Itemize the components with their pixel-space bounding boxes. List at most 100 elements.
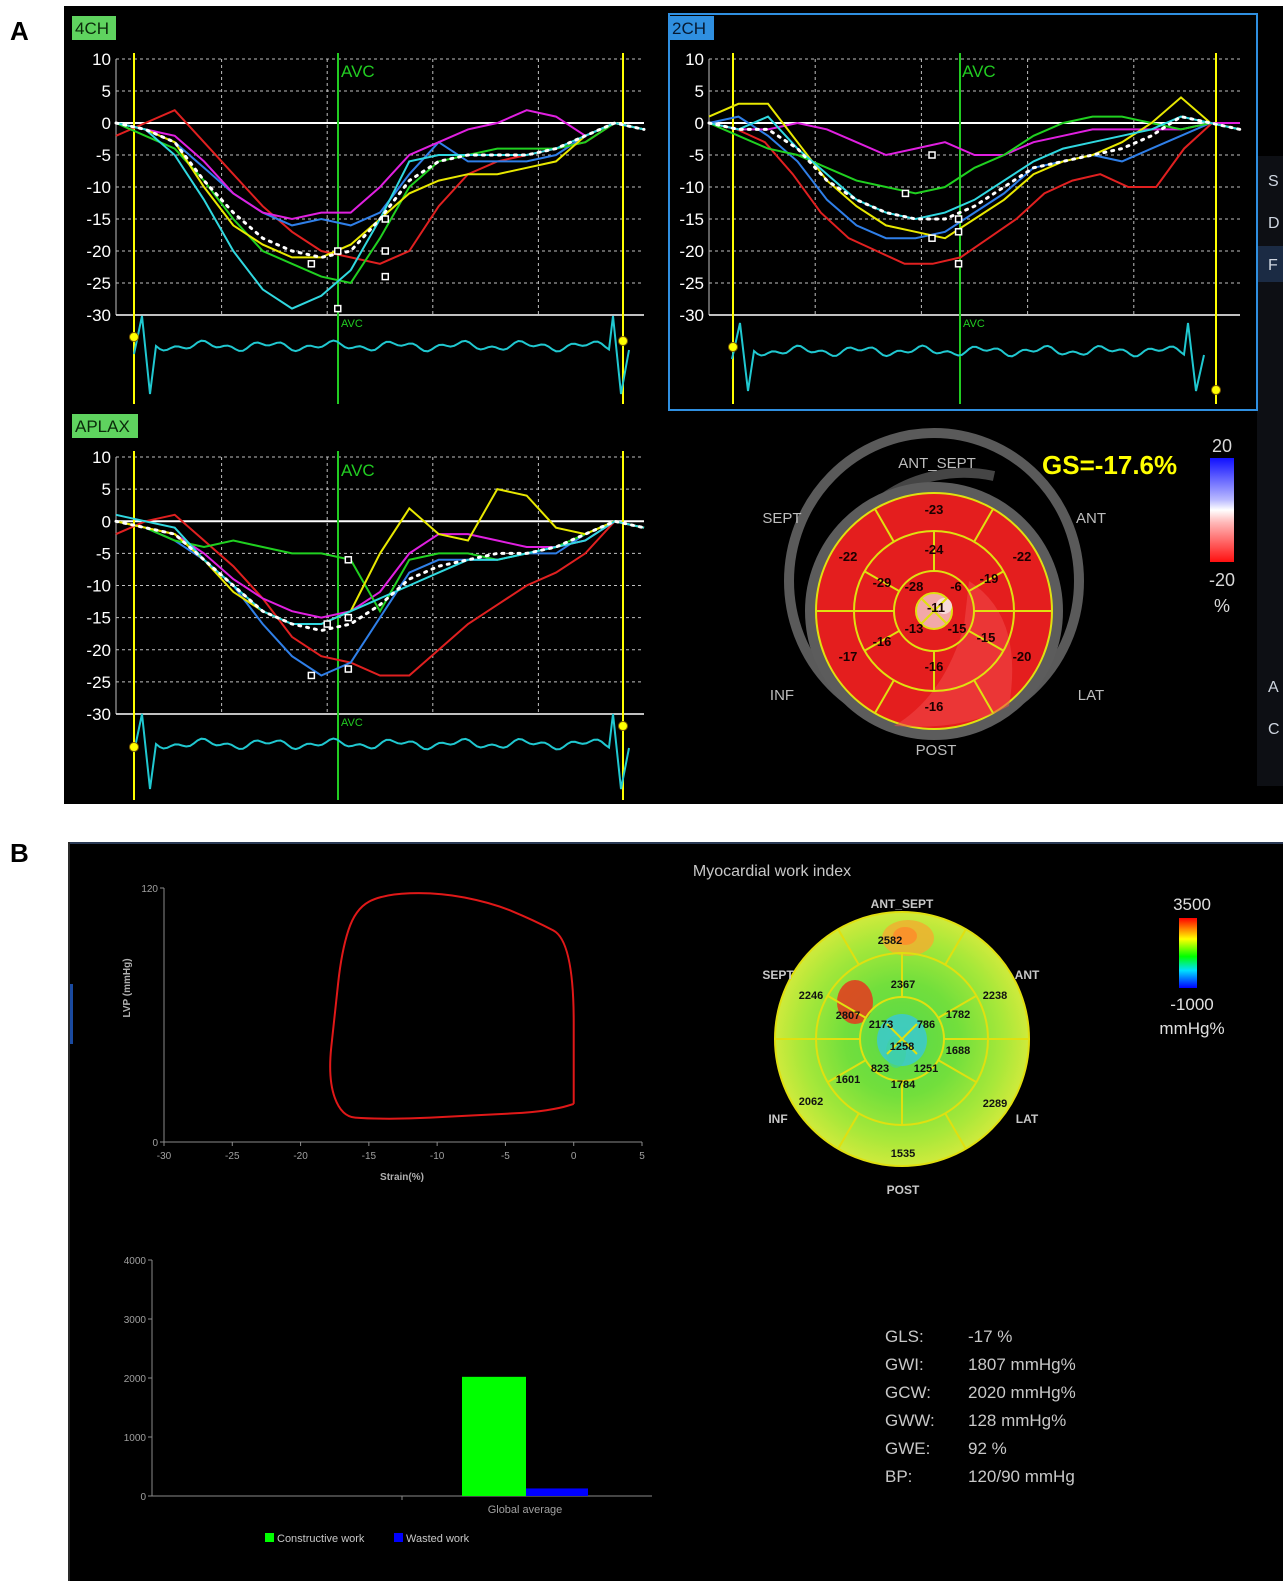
metric-gwi-key: GWI: [885, 1355, 924, 1374]
loop-x-tick-label: -15 [362, 1151, 377, 1162]
y-tick-label: 10 [685, 50, 704, 69]
y-tick-label: -5 [96, 544, 111, 563]
ecg-trace [731, 322, 1205, 392]
work-seg-sept-mid: 2173 [869, 1019, 893, 1031]
strain-grid-aplax: 10 5 0 -5 -10 -15 -20 -25 -30 AVC [86, 448, 646, 800]
metric-bp-key: BP: [885, 1467, 912, 1486]
panel-b-letter: B [10, 838, 29, 868]
seg-ant-mid: -19 [980, 571, 999, 586]
peak-marker [323, 620, 331, 628]
y-tick-label: 10 [92, 448, 111, 467]
seg-ant-basal: -22 [1013, 549, 1032, 564]
ecg-trace [133, 713, 630, 790]
myocardial-work-graphics: LVP (mmHg) Strain(%) -30 -25 -20 -15 -10 -5 0 5… [70, 842, 1283, 1545]
strain-bullseye: -23 -22 -20 -16 -17 -22 -24 -19 -15 -16 … [762, 428, 1106, 759]
y-tick-label: -20 [86, 641, 111, 660]
global-metrics: GLS: -17 % GWI: 1807 mmHg% GCW: 2020 mmH… [885, 1327, 1076, 1486]
legend-wasted-swatch [394, 1533, 403, 1542]
y-tick-label: 0 [102, 114, 111, 133]
metric-gcw-value: 2020 mmHg% [968, 1383, 1076, 1402]
seg-sept-apical: -28 [905, 579, 924, 594]
seg-ant-apical: -6 [950, 579, 962, 594]
y-tick-label: 5 [102, 480, 111, 499]
peak-marker [954, 215, 963, 223]
bar-wasted-work [526, 1488, 588, 1496]
work-label-post: POST [887, 1183, 920, 1197]
graph-4ch[interactable]: 10 5 0 -5 -10 -15 -20 -25 -30 AVC 4CH AVC [72, 16, 646, 404]
strain-grid-4ch: 10 5 0 -5 -10 -15 -20 -25 -30 AVC [86, 50, 646, 404]
right-fragment-1: D [1268, 215, 1280, 232]
work-scale-min: -1000 [1170, 995, 1213, 1014]
peak-marker [381, 215, 390, 223]
strain-curve-green [115, 121, 645, 285]
seg-lat-mid: -15 [977, 630, 996, 645]
label-lat: LAT [1078, 687, 1104, 704]
y-tick-label: -20 [86, 242, 111, 261]
work-bullseye: 2582 2238 2289 1535 2062 2246 2367 1782 … [762, 897, 1040, 1197]
bar-y-tick-label: 1000 [124, 1433, 147, 1444]
y-tick-label: -30 [86, 705, 111, 724]
graph-2ch[interactable]: 10 5 0 -5 -10 -15 -20 -25 -30 AVC 2CH AVC [670, 16, 1242, 404]
loop-x-tick-label: 0 [571, 1151, 577, 1162]
work-seg-ant-basal: 2238 [983, 990, 1007, 1002]
ecg-marker [618, 721, 628, 731]
seg-inf-basal: -17 [839, 649, 858, 664]
avc-small-label: AVC [963, 318, 985, 330]
y-tick-label: 0 [102, 512, 111, 531]
metric-gcw-key: GCW: [885, 1383, 931, 1402]
strain-curve-cyan [115, 121, 645, 310]
strain-scale-max: 20 [1212, 436, 1232, 456]
peak-marker [344, 613, 353, 622]
peak-marker [928, 151, 936, 159]
legend-constructive-label: Constructive work [277, 1533, 365, 1545]
seg-lat-basal: -20 [1013, 649, 1032, 664]
metric-gwi-value: 1807 mmHg% [968, 1355, 1076, 1374]
y-tick-label: -5 [96, 146, 111, 165]
strain-curve-blue [115, 121, 645, 227]
loop-x-tick-label: -10 [430, 1151, 445, 1162]
seg-lat-apical: -15 [948, 621, 967, 636]
bar-constructive-work [462, 1376, 526, 1496]
right-fragment-0: S [1268, 173, 1279, 190]
avc-small-label: AVC [341, 717, 363, 729]
work-seg-ant-sept-basal: 2582 [878, 935, 902, 947]
ecg-marker [129, 742, 139, 752]
label-sept: SEPT [762, 510, 801, 527]
ecg-marker [129, 332, 139, 342]
bar-y-tick-label: 2000 [124, 1374, 147, 1385]
label-ant-sept: ANT_SEPT [898, 455, 976, 472]
y-tick-label: -30 [86, 306, 111, 325]
metric-gww-value: 128 mmHg% [968, 1411, 1066, 1430]
strain-curve-magenta [115, 109, 645, 221]
graph-aplax[interactable]: 10 5 0 -5 -10 -15 -20 -25 -30 AVC APLAX AVC [72, 414, 646, 800]
strain-curve-average [114, 121, 646, 259]
loop-x-tick-label: 5 [639, 1151, 645, 1162]
right-fragment-3: A [1268, 679, 1279, 696]
legend-wasted-label: Wasted work [406, 1533, 470, 1545]
strain-curve-average [707, 115, 1242, 221]
peak-marker [954, 260, 963, 268]
peak-marker [344, 665, 353, 673]
strain-color-scale [1210, 458, 1234, 562]
loop-y-tick-label: 120 [141, 884, 158, 895]
work-seg-lat-apical: 1251 [914, 1063, 938, 1075]
seg-post-basal: -16 [925, 699, 944, 714]
y-tick-label: -25 [86, 673, 111, 692]
work-label-ant: ANT [1015, 968, 1040, 982]
peak-marker [334, 304, 342, 313]
peak-marker [901, 189, 910, 198]
ecg-marker [618, 336, 628, 346]
peak-marker [344, 556, 353, 564]
seg-inf-apical: -13 [905, 621, 924, 636]
work-seg-inf-apical: 823 [871, 1063, 889, 1075]
loop-ylabel: LVP (mmHg) [122, 958, 133, 1017]
y-tick-label: -30 [679, 306, 704, 325]
work-seg-lat-mid: 1688 [946, 1045, 970, 1057]
right-fragment-2: F [1268, 257, 1278, 274]
strain-curve-blue [708, 115, 1241, 240]
loop-x-tick-label: -25 [225, 1151, 240, 1162]
peak-marker [307, 260, 316, 268]
work-seg-sept-apical: 2807 [836, 1010, 860, 1022]
peak-marker [928, 234, 936, 242]
myocardial-work-panel: LVP (mmHg) Strain(%) -30 -25 -20 -15 -10 -5 0 5… [68, 842, 1283, 1581]
